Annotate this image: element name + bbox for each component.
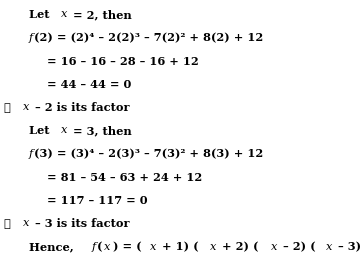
- Text: x: x: [23, 102, 29, 112]
- Text: (2) = (2)⁴ – 2(2)³ – 7(2)² + 8(2) + 12: (2) = (2)⁴ – 2(2)³ – 7(2)² + 8(2) + 12: [34, 33, 264, 44]
- Text: = 16 – 16 – 28 – 16 + 12: = 16 – 16 – 28 – 16 + 12: [47, 56, 199, 67]
- Text: = 81 – 54 – 63 + 24 + 12: = 81 – 54 – 63 + 24 + 12: [47, 172, 202, 183]
- Text: x: x: [60, 9, 67, 19]
- Text: – 2) (: – 2) (: [279, 242, 316, 253]
- Text: = 44 – 44 = 0: = 44 – 44 = 0: [47, 79, 131, 90]
- Text: = 117 – 117 = 0: = 117 – 117 = 0: [47, 195, 148, 206]
- Text: f: f: [29, 33, 33, 42]
- Text: Hence,: Hence,: [29, 242, 78, 253]
- Text: f: f: [29, 149, 33, 159]
- Text: – 2 is its factor: – 2 is its factor: [31, 102, 130, 113]
- Text: – 3): – 3): [334, 242, 362, 253]
- Text: f: f: [92, 242, 96, 252]
- Text: – 3 is its factor: – 3 is its factor: [31, 218, 130, 229]
- Text: + 1) (: + 1) (: [158, 242, 198, 253]
- Text: x: x: [105, 242, 111, 252]
- Text: + 2) (: + 2) (: [219, 242, 259, 253]
- Text: x: x: [271, 242, 277, 252]
- Text: = 3, then: = 3, then: [69, 125, 131, 136]
- Text: ∴: ∴: [4, 218, 18, 229]
- Text: x: x: [210, 242, 216, 252]
- Text: Let: Let: [29, 125, 54, 136]
- Text: x: x: [326, 242, 333, 252]
- Text: Let: Let: [29, 9, 54, 20]
- Text: x: x: [150, 242, 156, 252]
- Text: x: x: [60, 125, 67, 135]
- Text: (3) = (3)⁴ – 2(3)³ – 7(3)² + 8(3) + 12: (3) = (3)⁴ – 2(3)³ – 7(3)² + 8(3) + 12: [34, 149, 264, 160]
- Text: ∴: ∴: [4, 102, 18, 113]
- Text: ) = (: ) = (: [113, 242, 141, 253]
- Text: = 2, then: = 2, then: [69, 9, 131, 20]
- Text: x: x: [23, 218, 29, 228]
- Text: (: (: [97, 242, 103, 253]
